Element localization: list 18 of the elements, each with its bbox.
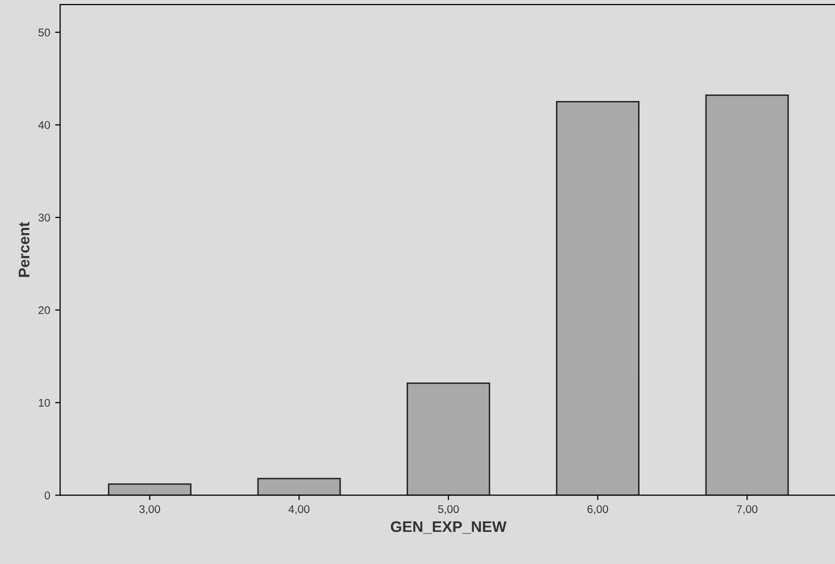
y-tick-label: 0	[44, 491, 50, 500]
y-axis-title: Percent	[18, 222, 30, 277]
y-tick-label: 40	[38, 121, 50, 130]
y-tick-label: 30	[38, 214, 50, 222]
x-axis-title: GEN_EXP_NEW	[390, 521, 507, 534]
x-tick-label: 7,00	[736, 505, 758, 514]
bar	[406, 382, 490, 496]
x-tick-label: 6,00	[587, 505, 608, 514]
x-tick-label: 4,00	[288, 505, 310, 514]
bar	[108, 483, 192, 496]
y-tick-label: 20	[38, 306, 50, 314]
bar	[705, 94, 789, 496]
bar	[257, 478, 341, 496]
bar	[556, 101, 640, 496]
y-tick-label: 10	[38, 398, 50, 407]
x-tick-label: 3,00	[139, 505, 160, 514]
y-tick-label: 50	[38, 28, 50, 36]
x-tick-label: 5,00	[438, 505, 459, 514]
